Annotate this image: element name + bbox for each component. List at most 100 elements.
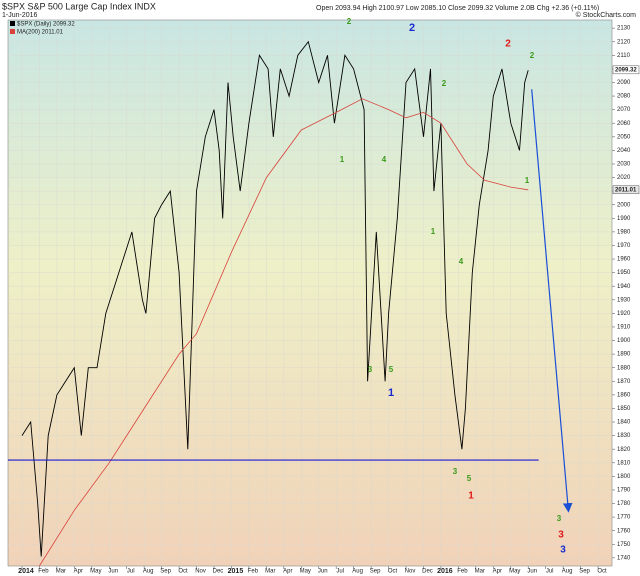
- wave-label: 3: [560, 545, 566, 556]
- wave-label: 5: [389, 365, 394, 374]
- x-tick-label: Jun: [108, 569, 118, 575]
- date-label: 1-Jun-2016: [2, 12, 38, 19]
- x-tick-label: May: [509, 569, 520, 575]
- y-tick-label: 1840: [617, 420, 631, 426]
- x-tick-label: Sep: [370, 569, 381, 575]
- source-label: © StockCharts.com: [576, 11, 637, 19]
- x-tick-label: 2016: [437, 568, 453, 575]
- legend-label: $SPX (Daily) 2099.32: [17, 22, 75, 28]
- y-tick-label: 1910: [617, 325, 631, 331]
- wave-label: 2: [409, 22, 415, 34]
- x-tick-label: 2014: [18, 568, 34, 575]
- x-tick-label: Dec: [213, 569, 224, 575]
- y-tick-label: 2030: [617, 162, 631, 168]
- y-tick-label: 1860: [617, 392, 631, 398]
- wave-label: 2: [530, 51, 535, 60]
- wave-label: 3: [558, 530, 564, 541]
- x-tick-label: Sep: [160, 569, 171, 575]
- x-tick-label: Aug: [143, 569, 154, 575]
- x-tick-label: Mar: [265, 569, 275, 575]
- x-tick-label: Feb: [38, 569, 49, 575]
- wave-label: 3: [453, 467, 458, 476]
- quote-label: Open 2093.94 High 2100.97 Low 2085.10 Cl…: [316, 5, 599, 12]
- y-tick-label: 1880: [617, 365, 631, 371]
- y-tick-label: 1770: [617, 515, 631, 521]
- x-tick-label: Jun: [318, 569, 328, 575]
- x-tick-label: Jun: [527, 569, 537, 575]
- y-tick-label: 2070: [617, 107, 631, 113]
- y-tick-label: 2090: [617, 80, 631, 86]
- wave-label: 1: [468, 491, 474, 502]
- price-tag: [612, 65, 640, 75]
- y-tick-label: 1820: [617, 447, 631, 453]
- x-tick-label: May: [300, 569, 311, 575]
- x-tick-label: Nov: [195, 569, 206, 575]
- x-tick-label: Apr: [493, 569, 502, 575]
- y-tick-label: 2000: [617, 202, 631, 208]
- y-tick-label: 1780: [617, 501, 631, 507]
- y-tick-label: 2120: [617, 39, 631, 45]
- x-tick-label: Feb: [457, 569, 468, 575]
- chart-title: $SPX S&P 500 Large Cap Index INDX: [2, 1, 156, 11]
- y-tick-label: 1970: [617, 243, 631, 249]
- y-tick-label: 1870: [617, 379, 631, 385]
- x-tick-label: Sep: [579, 569, 590, 575]
- y-tick-label: 1740: [617, 555, 631, 561]
- y-tick-label: 1750: [617, 542, 631, 548]
- wave-label: 1: [340, 155, 345, 164]
- y-tick-label: 2110: [617, 53, 631, 59]
- wave-label: 3: [557, 514, 562, 523]
- price-tag-label: 2011.01: [615, 187, 637, 193]
- y-tick-label: 1830: [617, 433, 631, 439]
- wave-label: 2: [442, 79, 447, 88]
- x-tick-label: 2015: [228, 568, 244, 575]
- x-tick-label: Oct: [597, 569, 607, 575]
- y-tick-label: 2130: [617, 26, 631, 32]
- y-tick-label: 1930: [617, 297, 631, 303]
- y-tick-label: 1900: [617, 338, 631, 344]
- y-tick-label: 1800: [617, 474, 631, 480]
- price-line: [21, 40, 529, 557]
- x-tick-label: Apr: [74, 569, 83, 575]
- x-tick-label: Oct: [178, 569, 188, 575]
- y-tick-label: 1920: [617, 311, 631, 317]
- wave-label: 2: [347, 17, 352, 26]
- wave-label: 1: [525, 176, 530, 185]
- y-tick-label: 2060: [617, 121, 631, 127]
- x-tick-label: Oct: [388, 569, 398, 575]
- y-tick-label: 1850: [617, 406, 631, 412]
- y-tick-label: 2080: [617, 94, 631, 100]
- wave-label: 4: [459, 257, 464, 266]
- y-tick-label: 2020: [617, 175, 631, 181]
- wave-label: 1: [388, 387, 394, 399]
- projection-arrow: [531, 89, 573, 513]
- y-tick-label: 1790: [617, 488, 631, 494]
- y-tick-label: 1760: [617, 528, 631, 534]
- price-tag-label: 2099.32: [615, 67, 637, 73]
- wave-label: 5: [467, 474, 472, 483]
- y-tick-label: 1980: [617, 229, 631, 235]
- y-tick-label: 1990: [617, 216, 631, 222]
- y-tick-label: 1950: [617, 270, 631, 276]
- wave-label: 2: [505, 39, 511, 50]
- x-tick-label: Mar: [475, 569, 485, 575]
- x-tick-label: Apr: [283, 569, 292, 575]
- y-tick-label: 1890: [617, 352, 631, 358]
- plot-area: [7, 19, 613, 567]
- x-tick-label: Aug: [562, 569, 573, 575]
- x-tick-label: May: [90, 569, 101, 575]
- x-tick-label: Aug: [352, 569, 363, 575]
- ma-line: [39, 98, 529, 567]
- y-tick-label: 1810: [617, 460, 631, 466]
- x-tick-label: Jul: [546, 569, 554, 575]
- y-tick-label: 1960: [617, 257, 631, 263]
- x-tick-label: Mar: [56, 569, 66, 575]
- x-tick-label: Jul: [127, 569, 135, 575]
- y-tick-label: 1940: [617, 284, 631, 290]
- legend-label: MA(200) 2011.01: [17, 30, 64, 36]
- price-tag: [612, 185, 640, 195]
- legend-swatch: [10, 21, 15, 26]
- x-tick-label: Feb: [248, 569, 259, 575]
- wave-label: 1: [431, 227, 436, 236]
